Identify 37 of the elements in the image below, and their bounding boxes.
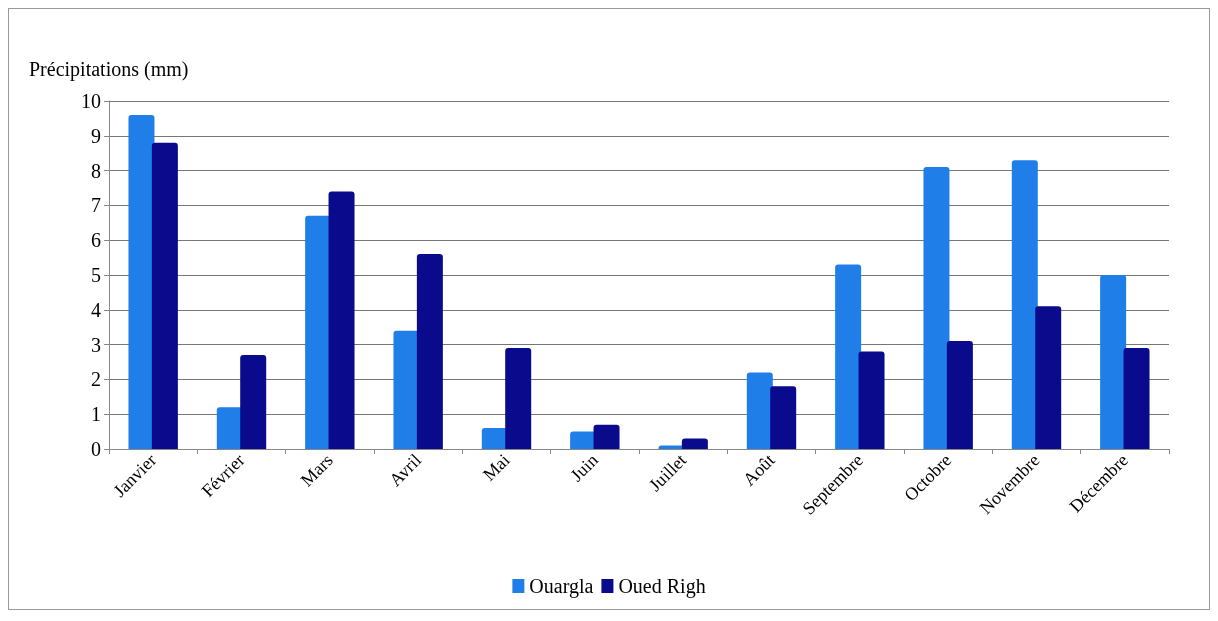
bar	[128, 114, 155, 449]
bar	[570, 431, 597, 449]
bar	[416, 254, 443, 449]
bar	[1035, 306, 1062, 449]
bar	[305, 215, 332, 449]
y-tick-label: 3	[91, 333, 101, 356]
legend-label: Ouargla	[529, 575, 594, 598]
y-tick-label: 2	[91, 368, 101, 391]
bar	[770, 386, 797, 449]
bar	[858, 351, 885, 449]
x-tick-label: Juin	[566, 449, 602, 486]
y-tick-label: 1	[91, 403, 101, 426]
bar	[505, 348, 532, 449]
bar	[746, 372, 773, 449]
legend-label: Oued Righ	[618, 575, 706, 598]
bar	[681, 438, 708, 449]
bar	[593, 424, 620, 449]
y-tick-label: 5	[91, 264, 101, 286]
y-tick-label: 0	[91, 438, 101, 460]
bar	[1011, 160, 1038, 449]
bar	[923, 167, 950, 449]
bar	[151, 142, 178, 449]
bar	[240, 355, 267, 449]
bar	[393, 330, 420, 449]
y-tick-label: 7	[91, 194, 101, 217]
bar	[328, 191, 355, 449]
bar	[1100, 275, 1127, 449]
y-tick-label: 4	[91, 298, 101, 321]
bar	[835, 264, 862, 449]
y-tick-label: 6	[91, 229, 101, 252]
bar	[946, 341, 973, 449]
bar	[1123, 348, 1150, 449]
y-tick-label: 10	[81, 90, 101, 112]
x-tick-label: Mai	[478, 449, 514, 485]
y-tick-label: 8	[91, 159, 101, 182]
y-tick-label: 9	[91, 124, 101, 147]
y-axis-title: Précipitations (mm)	[29, 58, 189, 81]
